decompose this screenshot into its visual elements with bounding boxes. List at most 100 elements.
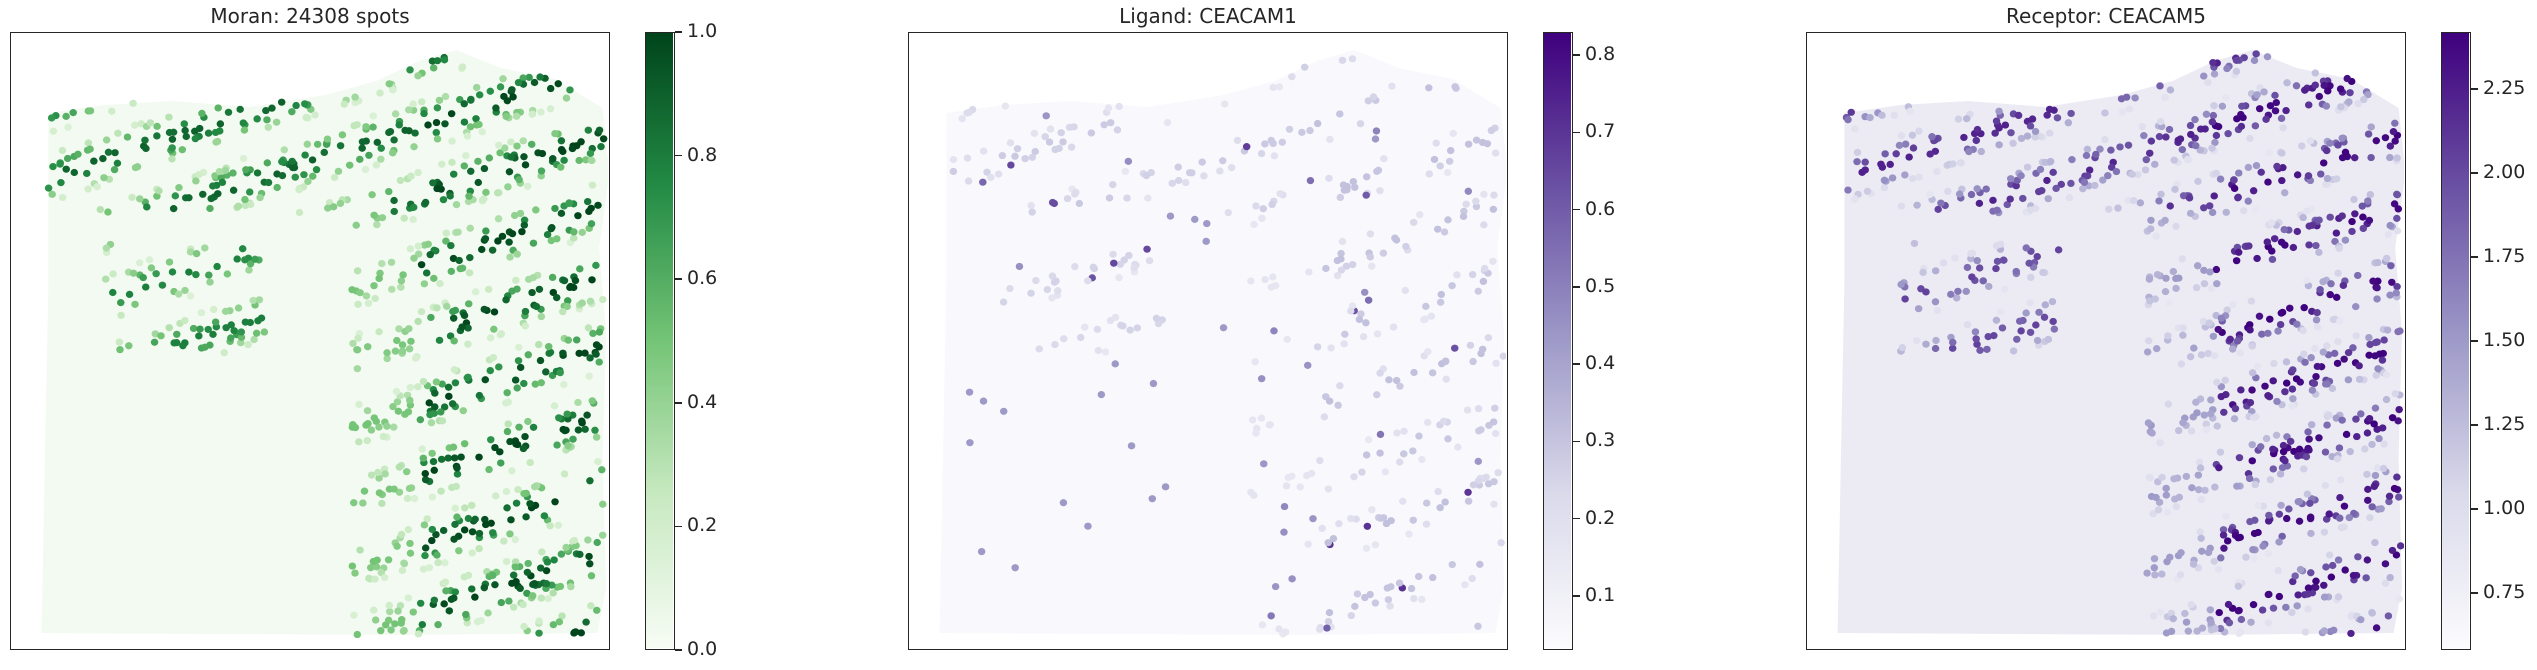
spot bbox=[594, 457, 602, 466]
spot bbox=[1335, 520, 1343, 528]
spot bbox=[560, 156, 568, 164]
spot bbox=[571, 628, 580, 636]
spot bbox=[475, 91, 484, 99]
spot bbox=[2366, 340, 2374, 349]
spot bbox=[1931, 267, 1940, 275]
spot bbox=[488, 246, 497, 254]
spot bbox=[334, 167, 343, 175]
spot bbox=[1480, 190, 1488, 198]
spot bbox=[2212, 265, 2221, 274]
spot bbox=[117, 299, 125, 307]
spot bbox=[62, 165, 70, 173]
spot bbox=[1109, 250, 1117, 258]
spot bbox=[588, 276, 596, 284]
colorbar-gradient bbox=[1544, 33, 1571, 648]
spot bbox=[433, 184, 441, 193]
spot bbox=[490, 308, 499, 316]
spot bbox=[1362, 173, 1371, 181]
spot bbox=[2344, 349, 2353, 357]
spot bbox=[1251, 358, 1259, 366]
spot bbox=[2354, 99, 2362, 108]
spot bbox=[2009, 139, 2017, 147]
colorbar-tick-label: 0.8 bbox=[687, 143, 718, 166]
spot bbox=[2211, 138, 2219, 147]
spot bbox=[1296, 483, 1304, 491]
spot bbox=[529, 274, 538, 282]
spot bbox=[83, 169, 91, 178]
spot bbox=[550, 402, 559, 410]
spot bbox=[206, 278, 214, 286]
colorbar-tick bbox=[1573, 286, 1580, 288]
spot bbox=[471, 593, 479, 601]
spot bbox=[147, 264, 156, 272]
spot bbox=[2046, 157, 2055, 166]
spot bbox=[311, 111, 319, 119]
spot bbox=[2263, 53, 2272, 61]
spot bbox=[2384, 230, 2393, 239]
spot bbox=[429, 64, 438, 72]
spot bbox=[2300, 304, 2308, 312]
spot bbox=[2188, 484, 2196, 492]
spot bbox=[556, 369, 564, 377]
spot bbox=[1123, 194, 1131, 202]
spot bbox=[2323, 380, 2331, 388]
spot bbox=[2388, 546, 2397, 555]
spot bbox=[1347, 514, 1355, 523]
spot bbox=[2388, 278, 2396, 286]
spot bbox=[375, 274, 383, 283]
spot bbox=[2033, 336, 2042, 345]
spot bbox=[965, 108, 973, 116]
spot bbox=[2386, 142, 2395, 150]
spot bbox=[2049, 168, 2057, 176]
spot bbox=[1878, 111, 1886, 119]
spot bbox=[2292, 82, 2301, 90]
spot bbox=[2291, 572, 2299, 580]
spot bbox=[2176, 571, 2185, 579]
spot bbox=[2170, 475, 2178, 483]
spot bbox=[411, 354, 420, 362]
spot bbox=[129, 269, 138, 277]
spot bbox=[504, 420, 512, 428]
spot bbox=[450, 337, 458, 345]
spot bbox=[2394, 205, 2403, 213]
spot bbox=[1373, 167, 1381, 175]
spot bbox=[2194, 177, 2202, 185]
colorbar-tick bbox=[675, 278, 682, 280]
spot bbox=[192, 270, 200, 279]
spot bbox=[197, 309, 206, 317]
spot bbox=[389, 423, 398, 431]
spot bbox=[513, 250, 521, 258]
spot bbox=[2210, 102, 2218, 110]
spot bbox=[1059, 499, 1068, 507]
spot bbox=[2334, 141, 2342, 149]
spot bbox=[393, 336, 401, 345]
spot bbox=[530, 78, 539, 87]
spot bbox=[2275, 592, 2284, 601]
spot bbox=[394, 407, 403, 415]
spot bbox=[2266, 102, 2275, 110]
spot bbox=[512, 499, 521, 507]
spot bbox=[2052, 184, 2060, 193]
spot bbox=[2313, 323, 2322, 331]
spot bbox=[2336, 317, 2344, 325]
spot bbox=[512, 577, 520, 586]
spot bbox=[2253, 362, 2262, 371]
spot bbox=[1348, 55, 1357, 63]
colorbar-tick-label: 0.6 bbox=[1585, 197, 1616, 220]
spot bbox=[472, 83, 481, 92]
spot bbox=[419, 454, 428, 462]
spot bbox=[2182, 472, 2191, 481]
spot bbox=[2265, 590, 2273, 598]
spot bbox=[584, 324, 593, 332]
spot bbox=[214, 104, 222, 112]
spot bbox=[2206, 268, 2214, 276]
spot bbox=[2332, 175, 2341, 183]
spot bbox=[1364, 296, 1373, 304]
spot bbox=[2312, 372, 2320, 381]
spot bbox=[592, 341, 601, 349]
spot bbox=[109, 270, 117, 278]
spot bbox=[458, 323, 466, 331]
spot bbox=[264, 178, 273, 187]
spot bbox=[432, 530, 440, 539]
spot bbox=[560, 277, 569, 285]
